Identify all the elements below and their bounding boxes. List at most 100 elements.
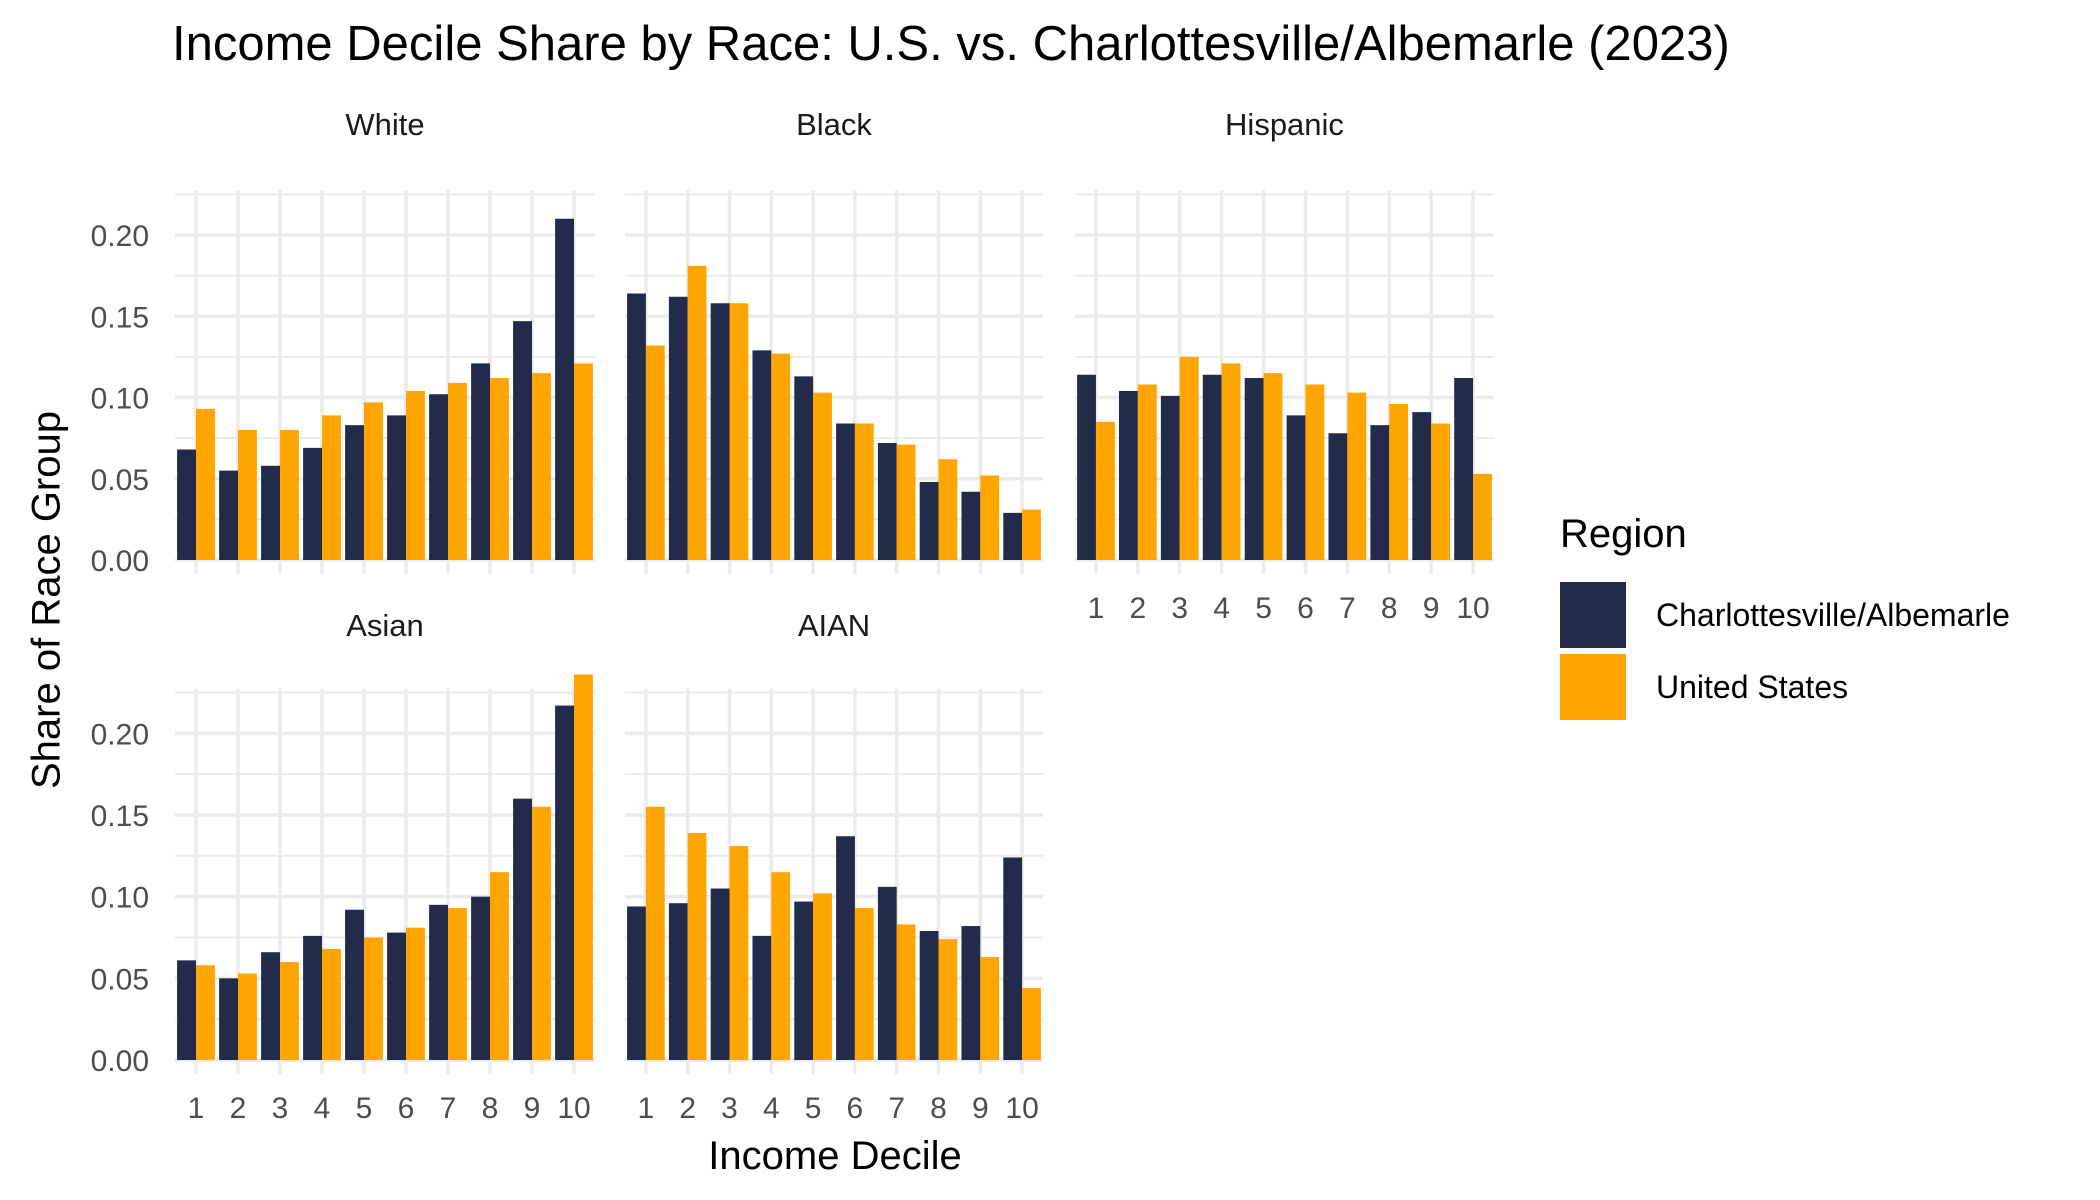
bar-aian-united-states-2 — [687, 832, 707, 1060]
y-tick-label: 0.00 — [91, 545, 149, 578]
bar-hispanic-charlottesville-3 — [1160, 395, 1180, 560]
bar-hispanic-charlottesville-10 — [1454, 378, 1474, 560]
bar-aian-charlottesville-9 — [961, 926, 981, 1060]
x-tick-label: 7 — [1339, 592, 1356, 625]
bar-asian-charlottesville-1 — [177, 960, 196, 1060]
bar-hispanic-united-states-3 — [1179, 356, 1199, 560]
bar-aian-charlottesville-4 — [752, 935, 772, 1060]
bar-asian-charlottesville-8 — [471, 896, 490, 1060]
bar-hispanic-united-states-8 — [1389, 404, 1409, 560]
y-tick-label: 0.05 — [91, 963, 149, 996]
bar-hispanic-united-states-7 — [1347, 392, 1367, 560]
bar-hispanic-united-states-1 — [1095, 421, 1115, 560]
x-axis-title: Income Decile — [708, 1134, 962, 1178]
bar-black-charlottesville-6 — [836, 423, 855, 560]
y-tick-label: 0.10 — [91, 383, 149, 416]
bar-black-charlottesville-8 — [919, 482, 939, 560]
bar-hispanic-charlottesville-2 — [1118, 391, 1138, 560]
bar-white-charlottesville-9 — [513, 321, 532, 560]
bar-white-charlottesville-4 — [303, 447, 322, 560]
bar-hispanic-united-states-4 — [1221, 363, 1241, 560]
bar-asian-united-states-10 — [574, 674, 593, 1060]
bar-aian-united-states-5 — [813, 893, 832, 1060]
bar-black-united-states-6 — [854, 423, 874, 560]
bar-hispanic-charlottesville-9 — [1412, 412, 1432, 560]
bar-black-united-states-7 — [896, 444, 916, 560]
bar-black-charlottesville-2 — [668, 296, 688, 560]
y-tick-label: 0.05 — [91, 464, 149, 497]
bar-white-united-states-8 — [490, 378, 509, 560]
bar-black-united-states-10 — [1022, 509, 1041, 560]
bar-asian-united-states-5 — [364, 937, 383, 1060]
legend: Region Charlottesville/Albemarle United … — [1560, 512, 2010, 723]
x-tick-label: 6 — [398, 1092, 415, 1125]
bar-black-charlottesville-9 — [961, 491, 981, 560]
bar-asian-united-states-3 — [280, 962, 299, 1060]
bar-white-united-states-10 — [574, 363, 593, 560]
bar-asian-united-states-6 — [406, 927, 425, 1060]
x-tick-label: 7 — [888, 1092, 905, 1125]
bar-hispanic-charlottesville-8 — [1370, 425, 1390, 560]
y-tick-label: 0.00 — [91, 1045, 149, 1078]
bar-white-united-states-6 — [406, 391, 425, 560]
bar-asian-united-states-9 — [532, 806, 551, 1060]
bar-aian-charlottesville-2 — [668, 903, 688, 1060]
bar-white-charlottesville-1 — [177, 449, 196, 560]
x-tick-label: 10 — [557, 1092, 590, 1125]
bar-black-united-states-8 — [938, 459, 958, 560]
x-tick-label: 8 — [930, 1092, 947, 1125]
x-tick-label: 2 — [1130, 592, 1147, 625]
bar-black-united-states-1 — [645, 345, 665, 560]
bar-black-charlottesville-5 — [794, 376, 814, 560]
bar-asian-united-states-1 — [196, 965, 215, 1060]
bar-asian-charlottesville-2 — [219, 978, 238, 1060]
bar-white-charlottesville-2 — [219, 470, 238, 560]
bar-asian-united-states-8 — [490, 872, 509, 1060]
bar-white-united-states-3 — [280, 430, 299, 560]
bar-asian-charlottesville-4 — [303, 935, 322, 1060]
bar-hispanic-charlottesville-4 — [1202, 374, 1222, 560]
x-tick-label: 9 — [1423, 592, 1440, 625]
x-tick-label: 7 — [440, 1092, 457, 1125]
bar-aian-united-states-4 — [771, 872, 791, 1060]
bar-white-united-states-4 — [322, 415, 341, 560]
bar-asian-charlottesville-7 — [429, 904, 448, 1060]
bar-black-united-states-3 — [729, 303, 749, 560]
x-tick-label: 10 — [1005, 1092, 1038, 1125]
bar-black-charlottesville-3 — [710, 303, 730, 560]
x-tick-label: 1 — [638, 1092, 655, 1125]
bar-hispanic-charlottesville-1 — [1077, 374, 1096, 560]
bar-aian-united-states-1 — [645, 806, 665, 1060]
bar-aian-united-states-8 — [938, 939, 958, 1060]
bar-aian-charlottesville-3 — [710, 888, 730, 1060]
bar-aian-united-states-9 — [980, 957, 1000, 1060]
legend-title: Region — [1560, 512, 1687, 556]
x-tick-label: 2 — [230, 1092, 247, 1125]
bar-aian-united-states-7 — [896, 924, 916, 1060]
bar-asian-charlottesville-9 — [513, 798, 532, 1060]
bar-hispanic-charlottesville-5 — [1244, 378, 1264, 560]
facet-label-black: Black — [796, 107, 872, 142]
bar-black-charlottesville-4 — [752, 350, 772, 560]
bar-white-charlottesville-5 — [345, 425, 364, 560]
x-tick-label: 4 — [1213, 592, 1230, 625]
bar-white-united-states-9 — [532, 373, 551, 560]
y-tick-label: 0.20 — [91, 718, 149, 751]
x-tick-label: 3 — [272, 1092, 289, 1125]
bar-black-charlottesville-10 — [1003, 512, 1023, 560]
x-tick-label: 4 — [763, 1092, 780, 1125]
bar-black-united-states-9 — [980, 475, 1000, 560]
bar-asian-united-states-4 — [322, 948, 341, 1060]
bar-asian-charlottesville-6 — [387, 932, 406, 1060]
x-tick-label: 6 — [1297, 592, 1314, 625]
bar-white-united-states-2 — [238, 430, 257, 560]
legend-swatch-united-states — [1560, 654, 1626, 720]
bar-white-charlottesville-3 — [261, 465, 280, 560]
x-tick-label: 10 — [1456, 592, 1489, 625]
bar-black-united-states-4 — [771, 353, 791, 560]
x-tick-label: 9 — [972, 1092, 989, 1125]
y-tick-label: 0.15 — [91, 800, 149, 833]
bar-white-charlottesville-10 — [555, 218, 574, 560]
